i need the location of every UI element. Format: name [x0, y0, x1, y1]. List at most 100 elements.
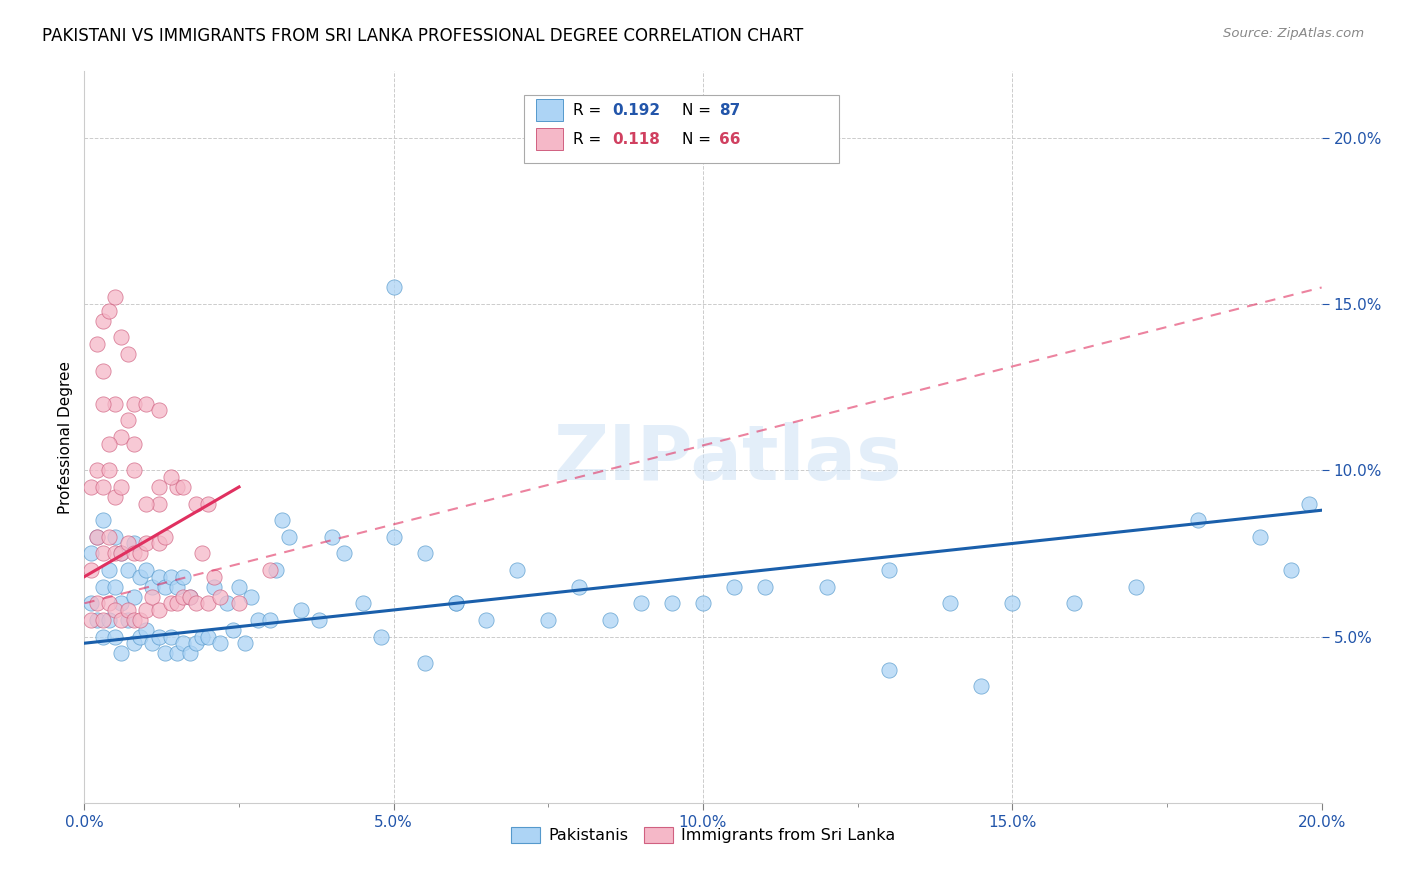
Point [98, 563, 121, 577]
Point [86, 530, 108, 544]
Point [264, 563, 287, 577]
Point [91, 397, 114, 411]
Point [153, 530, 176, 544]
Point [86, 596, 108, 610]
Point [661, 596, 683, 610]
Point [444, 596, 467, 610]
Point [135, 536, 157, 550]
Point [104, 603, 127, 617]
Point [166, 580, 188, 594]
Point [110, 330, 132, 344]
Point [166, 646, 188, 660]
Point [413, 546, 436, 560]
Point [321, 530, 343, 544]
Point [153, 580, 176, 594]
Point [117, 347, 139, 361]
Point [117, 536, 139, 550]
Point [129, 546, 152, 560]
Point [91, 513, 114, 527]
Point [1187, 513, 1209, 527]
Point [122, 590, 145, 604]
Point [117, 563, 139, 577]
Point [1279, 563, 1302, 577]
Point [98, 613, 121, 627]
Point [537, 613, 560, 627]
Text: N =: N = [682, 103, 716, 118]
Point [122, 463, 145, 477]
Point [122, 613, 145, 627]
Point [86, 463, 108, 477]
Point [86, 613, 108, 627]
Point [104, 397, 127, 411]
Point [179, 590, 201, 604]
Point [172, 636, 194, 650]
Point [413, 656, 436, 670]
Point [91, 480, 114, 494]
Point [630, 596, 652, 610]
Text: Source: ZipAtlas.com: Source: ZipAtlas.com [1223, 27, 1364, 40]
Point [333, 546, 356, 560]
Point [197, 630, 219, 644]
Point [148, 480, 170, 494]
Point [444, 596, 467, 610]
Point [692, 596, 714, 610]
Point [104, 490, 127, 504]
Point [79, 546, 101, 560]
Point [98, 596, 121, 610]
Point [1125, 580, 1147, 594]
Point [79, 563, 101, 577]
Point [160, 470, 183, 484]
Point [148, 403, 170, 417]
Point [79, 480, 101, 494]
Point [91, 580, 114, 594]
Point [209, 636, 232, 650]
Point [160, 570, 183, 584]
Point [110, 430, 132, 444]
Point [122, 536, 145, 550]
Point [110, 646, 132, 660]
Point [141, 590, 163, 604]
Point [877, 563, 900, 577]
Point [86, 337, 108, 351]
Point [135, 397, 157, 411]
Point [117, 613, 139, 627]
Legend: Pakistanis, Immigrants from Sri Lanka: Pakistanis, Immigrants from Sri Lanka [505, 821, 901, 850]
Point [754, 580, 776, 594]
Point [240, 590, 263, 604]
Point [506, 563, 529, 577]
Point [104, 546, 127, 560]
Point [117, 413, 139, 427]
Point [122, 397, 145, 411]
Point [141, 636, 163, 650]
Point [91, 613, 114, 627]
Point [228, 580, 250, 594]
Point [815, 580, 838, 594]
Point [79, 613, 101, 627]
Point [202, 580, 225, 594]
Point [148, 497, 170, 511]
Point [172, 570, 194, 584]
Point [91, 363, 114, 377]
Point [184, 596, 207, 610]
Point [568, 580, 591, 594]
Point [160, 596, 183, 610]
Point [191, 546, 214, 560]
FancyBboxPatch shape [523, 95, 839, 163]
Point [122, 436, 145, 450]
Point [91, 546, 114, 560]
Text: PAKISTANI VS IMMIGRANTS FROM SRI LANKA PROFESSIONAL DEGREE CORRELATION CHART: PAKISTANI VS IMMIGRANTS FROM SRI LANKA P… [42, 27, 803, 45]
Point [382, 530, 405, 544]
Point [148, 570, 170, 584]
Point [98, 530, 121, 544]
Point [233, 636, 256, 650]
Point [1063, 596, 1085, 610]
Point [209, 590, 232, 604]
Point [122, 636, 145, 650]
Point [1249, 530, 1271, 544]
Point [172, 590, 194, 604]
Point [259, 613, 281, 627]
Point [352, 596, 374, 610]
Point [110, 480, 132, 494]
Point [135, 563, 157, 577]
Point [79, 596, 101, 610]
